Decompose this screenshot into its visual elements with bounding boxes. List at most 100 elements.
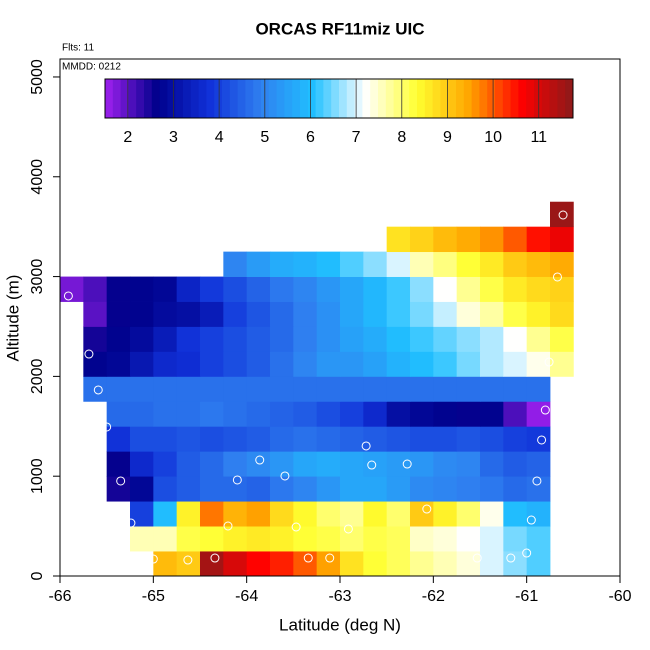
annotation: MMDD: 0212	[62, 62, 121, 73]
heatmap-cell	[433, 376, 458, 402]
colorbar-band	[253, 79, 262, 118]
heatmap-cell	[270, 301, 294, 327]
heatmap-cell	[293, 326, 318, 352]
heatmap-cell	[246, 251, 271, 277]
sample-point	[537, 435, 547, 445]
heatmap-cell	[550, 301, 574, 327]
heatmap-cell	[106, 376, 131, 402]
heatmap-cell	[433, 501, 458, 527]
heatmap-cell	[503, 476, 528, 502]
heatmap-cell	[386, 226, 411, 253]
heatmap-cell	[503, 276, 528, 302]
sample-point	[84, 349, 94, 359]
heatmap-cell	[340, 501, 364, 527]
colorbar-tick-label: 5	[260, 129, 269, 146]
heatmap-cell	[456, 501, 481, 527]
colorbar-band	[502, 79, 512, 118]
heatmap-cell	[153, 276, 178, 302]
heatmap-cell	[503, 326, 528, 352]
colorbar-band	[198, 79, 207, 118]
heatmap-cell	[270, 451, 294, 477]
heatmap-cell	[340, 276, 364, 302]
heatmap-cell	[386, 451, 411, 477]
heatmap-cell	[433, 526, 458, 552]
heatmap-cell	[340, 401, 364, 427]
heatmap-cell	[386, 526, 411, 552]
heatmap-cell	[106, 451, 131, 477]
x-tick-label: -66	[48, 588, 71, 605]
heatmap-cell	[340, 376, 364, 402]
heatmap-cell	[550, 251, 574, 277]
colorbar-band	[541, 79, 551, 118]
heatmap-cell	[200, 426, 224, 452]
heatmap-cell	[456, 526, 481, 552]
sample-point	[544, 357, 554, 367]
heatmap-cell	[363, 301, 388, 327]
sample-point	[558, 210, 568, 220]
colorbar-band	[440, 79, 449, 118]
sample-point	[506, 553, 516, 563]
heatmap-cell	[130, 526, 154, 552]
heatmap-cell	[293, 526, 318, 552]
y-axis-label: Altitude (m)	[3, 275, 22, 362]
heatmap-cell	[200, 326, 224, 352]
sample-point	[126, 518, 136, 528]
sample-point	[280, 471, 290, 481]
heatmap-cell	[176, 426, 201, 452]
heatmap-cell	[270, 501, 294, 527]
heatmap-cell	[503, 501, 528, 527]
heatmap-cell	[106, 301, 131, 327]
sample-point	[532, 476, 542, 486]
heatmap-cell	[550, 201, 574, 228]
sample-point	[255, 455, 265, 465]
heatmap-cell	[316, 301, 341, 327]
heatmap-cell	[410, 401, 434, 427]
colorbar-band	[409, 79, 418, 118]
heatmap-cell	[106, 476, 131, 502]
heatmap-cell	[223, 376, 248, 402]
heatmap-cell	[363, 251, 388, 277]
colorbar-band	[206, 79, 215, 118]
heatmap-cell	[410, 251, 434, 277]
colorbar-band	[229, 79, 239, 118]
x-tick-label: -62	[422, 588, 445, 605]
x-tick-label: -64	[235, 588, 258, 605]
heatmap-cell	[480, 376, 504, 402]
heatmap-cell	[153, 401, 178, 427]
y-tick-label: 5000	[29, 59, 46, 95]
colorbar-band	[292, 79, 301, 118]
heatmap-cell	[293, 301, 318, 327]
colorbar-band	[557, 79, 566, 118]
heatmap-cell	[200, 476, 224, 502]
heatmap-cell	[503, 526, 528, 552]
heatmap-cell	[270, 551, 294, 577]
heatmap-cell	[106, 276, 131, 302]
colorbar-band	[151, 79, 161, 118]
heatmap-cell	[246, 301, 271, 327]
heatmap-cell	[363, 526, 388, 552]
heatmap-cell	[130, 401, 154, 427]
colorbar-band	[424, 79, 434, 118]
heatmap-cell	[433, 401, 458, 427]
y-tick-label: 1000	[29, 458, 46, 494]
sample-point	[325, 553, 335, 563]
heatmap-cell	[316, 326, 341, 352]
heatmap-cell	[130, 326, 154, 352]
heatmap-cell	[316, 351, 341, 377]
heatmap-cell	[480, 451, 504, 477]
heatmap-cell	[200, 301, 224, 327]
heatmap-cell	[550, 326, 574, 352]
heatmap-cell	[340, 301, 364, 327]
heatmap-cell	[246, 476, 271, 502]
sample-point	[303, 553, 313, 563]
heatmap-cell	[526, 401, 551, 427]
heatmap-cell	[456, 351, 481, 377]
sample-point	[102, 422, 112, 432]
colorbar-band	[284, 79, 293, 118]
heatmap-cell	[153, 326, 178, 352]
heatmap-cell	[153, 426, 178, 452]
heatmap-cell	[340, 326, 364, 352]
heatmap-cell	[246, 276, 271, 302]
heatmap-cell	[246, 326, 271, 352]
heatmap-cell	[270, 276, 294, 302]
